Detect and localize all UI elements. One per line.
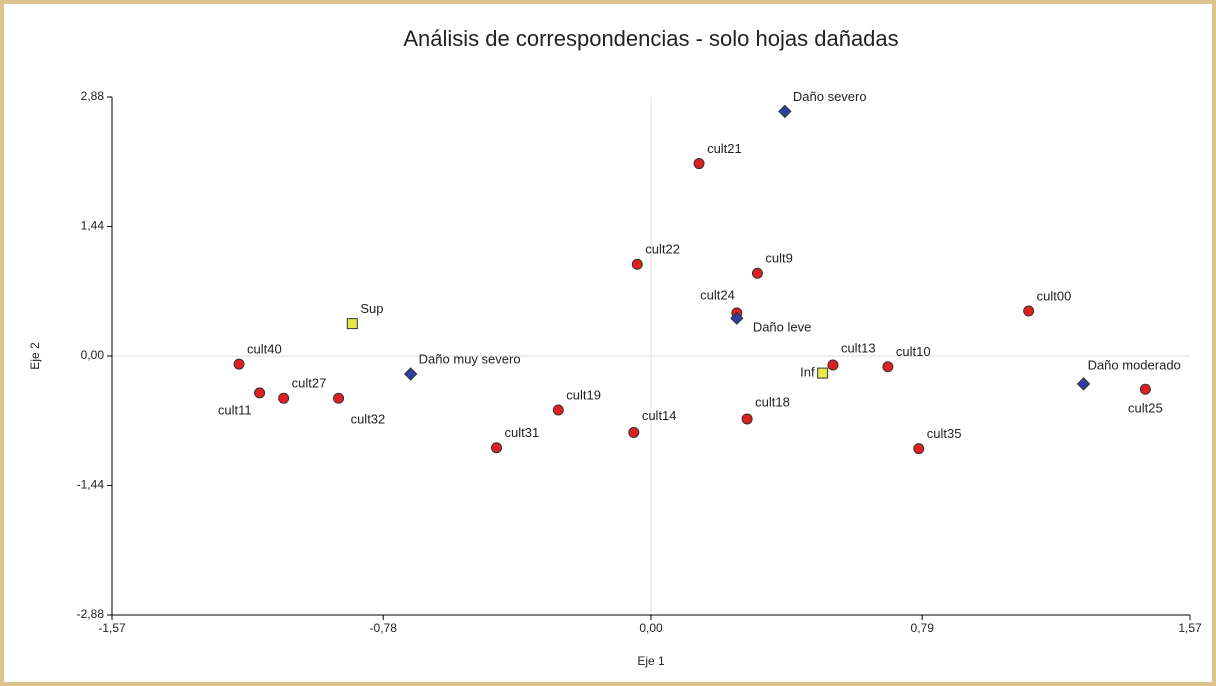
point: [913, 443, 925, 455]
point-label: cult31: [505, 425, 540, 440]
point-label: Daño severo: [793, 89, 867, 104]
point-label: cult25: [1128, 401, 1163, 416]
point-label: cult32: [351, 412, 386, 427]
point: [817, 367, 829, 379]
point-label: cult14: [642, 408, 677, 423]
point: [778, 104, 792, 119]
point-label: cult13: [841, 340, 876, 355]
point-label: cult22: [645, 242, 680, 257]
x-axis-label: Eje 1: [637, 654, 665, 668]
point-label: cult18: [755, 394, 790, 409]
point-label: Inf: [800, 365, 815, 380]
point-label: cult11: [218, 402, 252, 417]
point: [491, 442, 503, 454]
point-label: cult19: [566, 387, 601, 402]
point: [827, 359, 839, 371]
point-label: Daño moderado: [1088, 357, 1181, 372]
y-tick-label: 1,44: [81, 219, 105, 233]
x-tick-label: 1,57: [1178, 621, 1202, 635]
y-tick-label: -2,88: [77, 607, 105, 621]
x-tick-label: 0,00: [639, 621, 663, 635]
point: [741, 413, 753, 425]
point-label: cult24: [700, 287, 735, 302]
y-tick-label: -1,44: [77, 478, 105, 492]
point: [882, 361, 894, 373]
point: [693, 158, 705, 170]
point-label: Daño muy severo: [419, 351, 521, 366]
point: [333, 392, 345, 404]
point: [631, 258, 643, 270]
y-axis-label: Eje 2: [28, 342, 42, 370]
point: [233, 358, 245, 370]
point-label: cult40: [247, 342, 282, 357]
point: [1139, 383, 1151, 395]
point-label: Daño leve: [753, 320, 812, 335]
point: [552, 404, 564, 416]
chart-title: Análisis de correspondencias - solo hoja…: [403, 26, 898, 51]
point-label: cult35: [927, 426, 962, 441]
point-label: cult21: [707, 141, 742, 156]
x-tick-label: -1,57: [98, 621, 126, 635]
y-tick-label: 0,00: [81, 348, 105, 362]
point-label: cult27: [292, 376, 327, 391]
point-label: cult00: [1037, 288, 1072, 303]
point: [1023, 305, 1035, 317]
point: [403, 367, 418, 381]
point: [730, 311, 744, 325]
y-tick-label: 2,88: [81, 89, 105, 103]
point: [1076, 377, 1091, 391]
point: [254, 387, 266, 399]
point-label: Sup: [360, 301, 383, 316]
x-tick-label: -0,78: [370, 621, 398, 635]
point: [346, 318, 358, 330]
point: [628, 426, 640, 438]
point: [278, 392, 290, 404]
point-label: cult10: [896, 344, 931, 359]
x-tick-label: 0,79: [911, 621, 935, 635]
point: [751, 267, 763, 279]
point-label: cult9: [765, 251, 792, 266]
